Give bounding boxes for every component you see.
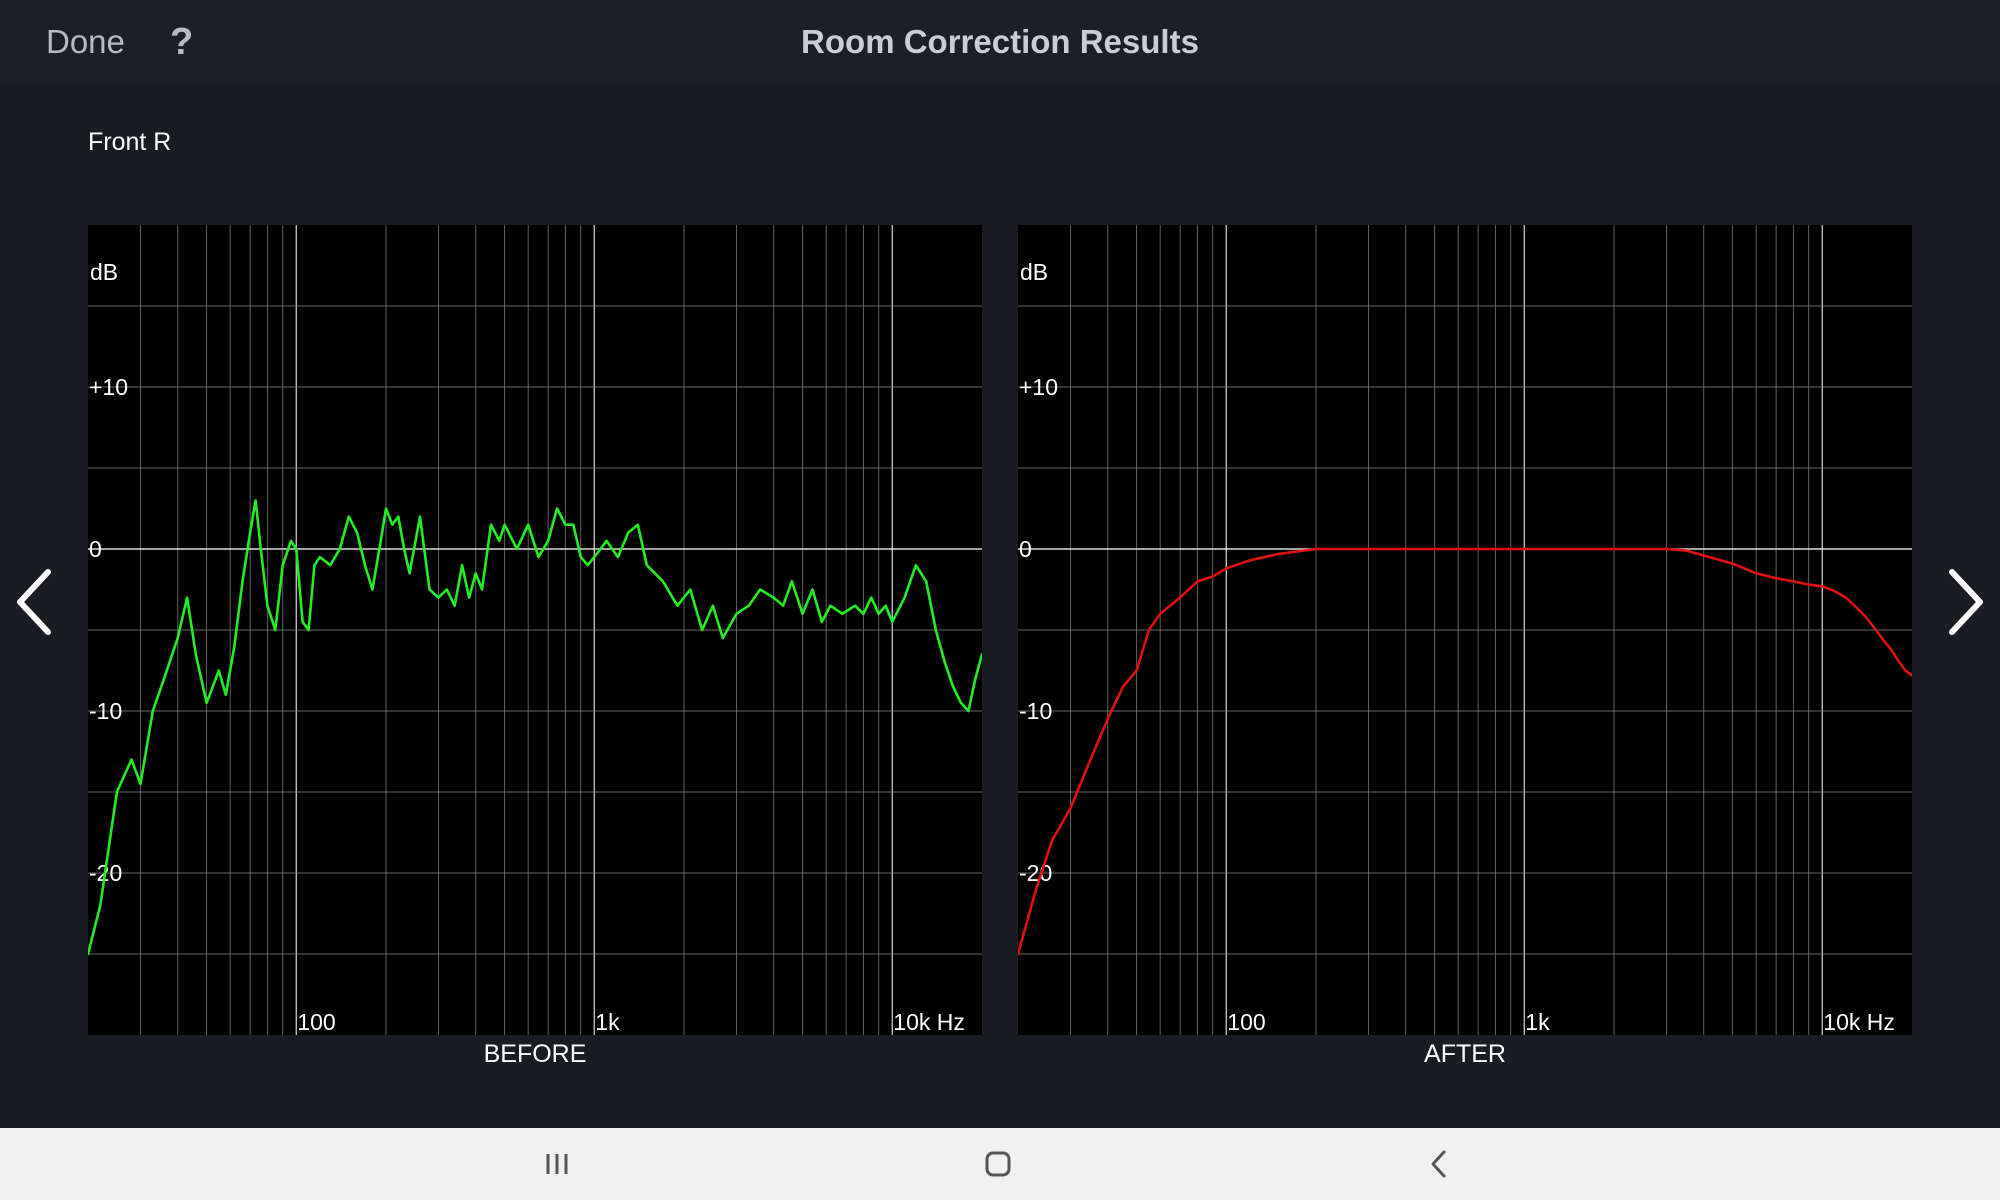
- y-tick-label: 0: [1019, 536, 1032, 562]
- x-tick-label: 100: [297, 1009, 335, 1035]
- x-tick-label: 10k Hz: [893, 1009, 965, 1035]
- y-tick-label: +10: [89, 374, 128, 400]
- y-tick-label: 0: [89, 536, 102, 562]
- y-tick-label: -20: [1019, 860, 1052, 886]
- x-tick-label: 1k: [595, 1009, 620, 1035]
- before-response-line: [88, 499, 982, 956]
- chevron-left-icon[interactable]: [8, 562, 64, 642]
- help-button[interactable]: ?: [170, 21, 194, 63]
- x-tick-label: 10k Hz: [1823, 1009, 1895, 1035]
- channel-label: Front R: [88, 128, 172, 156]
- chevron-right-icon[interactable]: [1936, 562, 1992, 642]
- back-icon[interactable]: [1408, 1138, 1468, 1190]
- system-navigation-bar: [0, 1128, 2000, 1200]
- y-unit-label: dB: [90, 259, 118, 285]
- y-unit-label: dB: [1020, 259, 1048, 285]
- home-icon[interactable]: [968, 1138, 1028, 1190]
- y-tick-label: -10: [1019, 698, 1052, 724]
- after-response-line: [1018, 547, 1912, 956]
- after-caption: AFTER: [1424, 1040, 1506, 1068]
- done-button[interactable]: Done: [46, 23, 125, 60]
- y-tick-label: +10: [1019, 374, 1058, 400]
- recents-icon[interactable]: [527, 1138, 587, 1190]
- x-tick-label: 1k: [1525, 1009, 1550, 1035]
- page-title: Room Correction Results: [801, 23, 1199, 60]
- before-caption: BEFORE: [483, 1040, 587, 1068]
- x-tick-label: 100: [1227, 1009, 1265, 1035]
- after-chart: dB +10 0 -10 -20 100 1k 10k Hz: [1018, 225, 1912, 1035]
- top-bar: Done ? Room Correction Results: [0, 0, 2000, 84]
- y-tick-label: -10: [89, 698, 122, 724]
- content-area: Front R dB +10 0 -10 -20 100 1k 10k Hz BEFORE d…: [0, 84, 2000, 1128]
